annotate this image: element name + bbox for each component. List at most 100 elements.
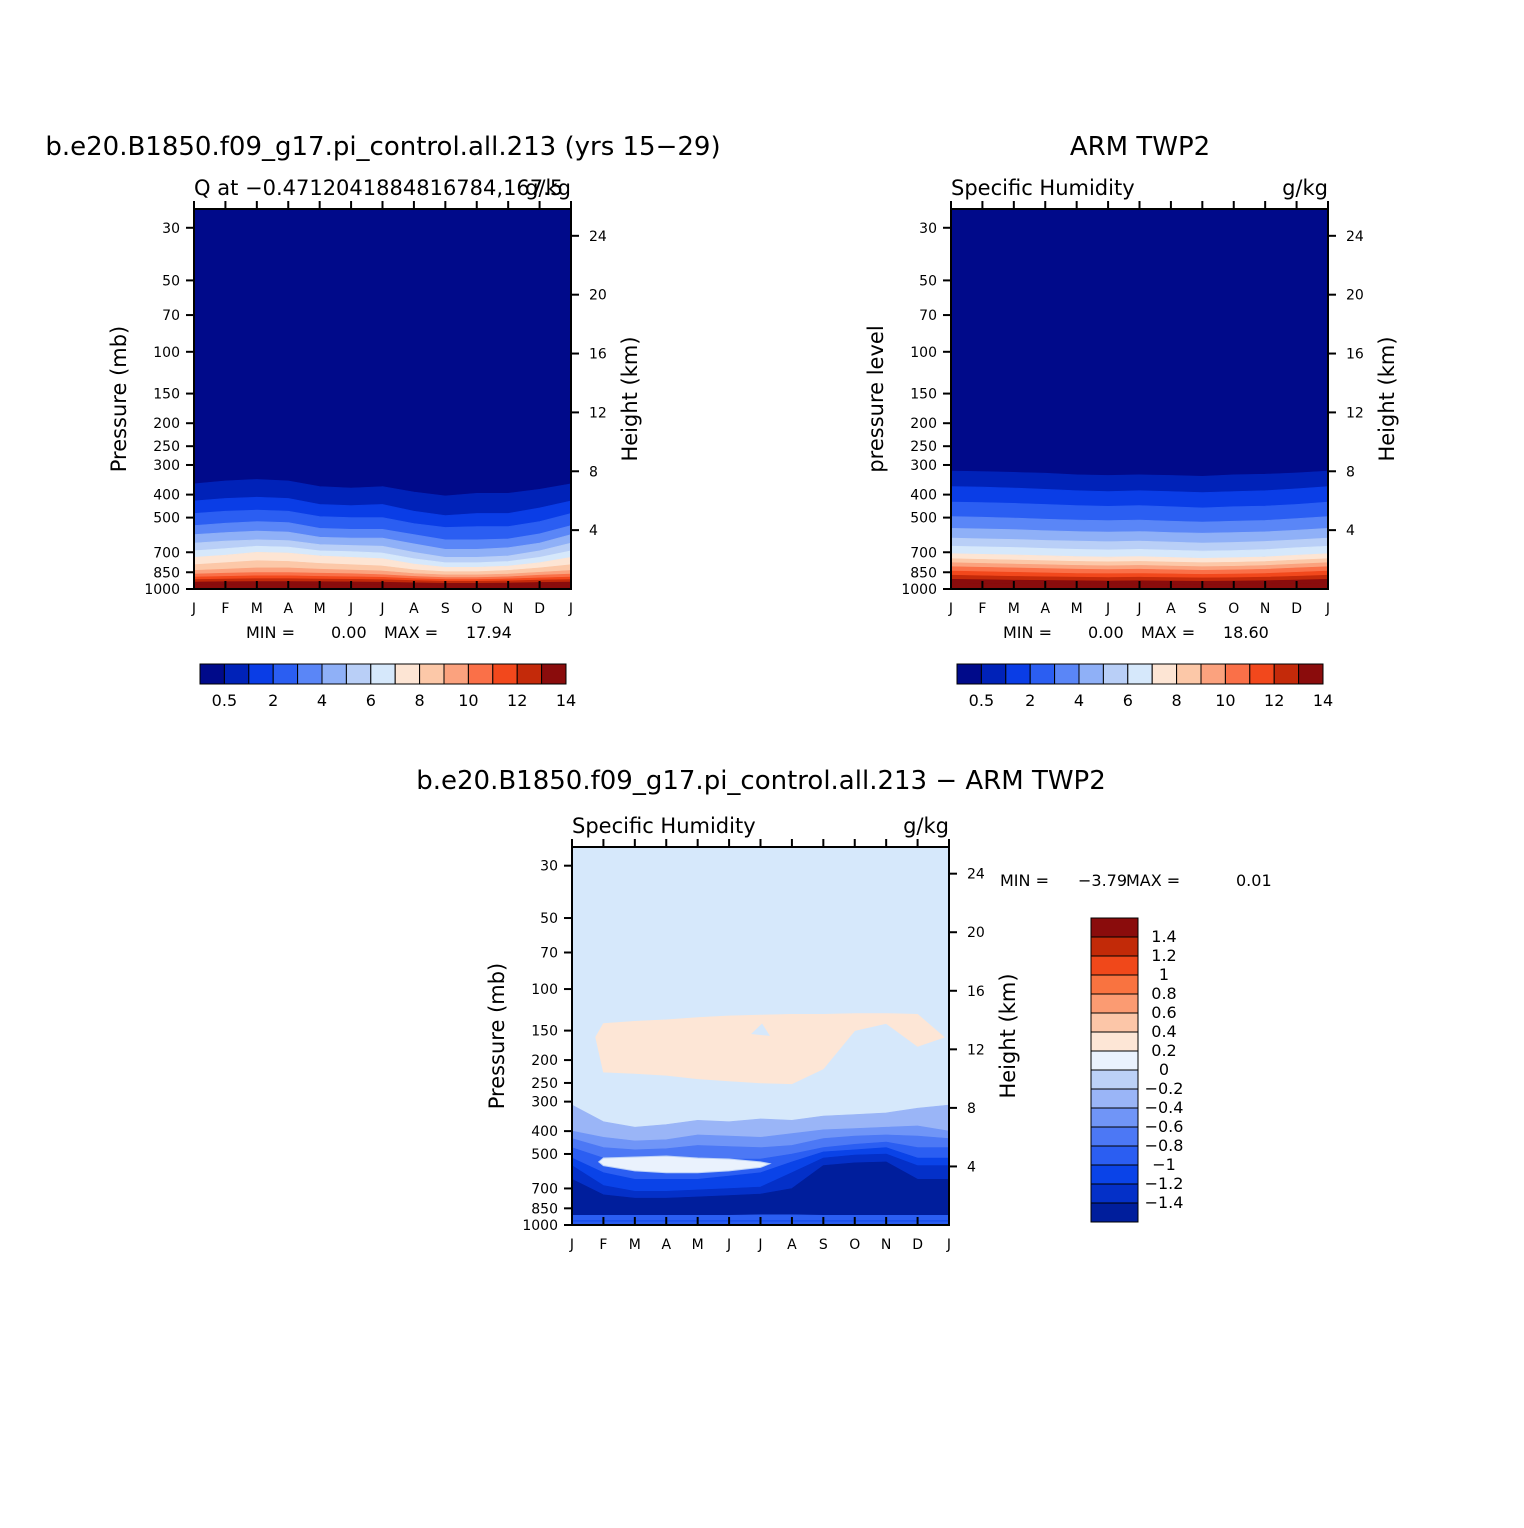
x-tick-label: F [599, 1237, 607, 1253]
colorbar-box [1127, 663, 1153, 685]
x-tick-label: M [629, 1237, 641, 1253]
colorbar-label: −1.2 [1145, 1174, 1184, 1193]
chart-title: ARM TWP2 [1070, 132, 1210, 162]
colorbar-box [1090, 955, 1139, 976]
height-tick-label: 24 [967, 867, 985, 883]
colorbar-label: −0.6 [1145, 1117, 1184, 1136]
y-axis-label-right: Height (km) [618, 336, 642, 461]
height-tick-label: 16 [589, 347, 607, 363]
colorbar-label: 4 [1074, 691, 1084, 710]
contour-band-positive [595, 1013, 945, 1085]
x-tick-label: J [757, 1237, 762, 1253]
y-tick-label: 850 [531, 1201, 558, 1217]
height-tick-label: 8 [589, 464, 598, 480]
y-tick-label: 100 [153, 345, 180, 361]
colorbar-box [1273, 663, 1300, 685]
y-tick-label: 30 [919, 221, 937, 237]
x-tick-label: J [726, 1237, 731, 1253]
y-tick-label: 500 [531, 1147, 558, 1163]
y-axis-label: Pressure (mb) [107, 326, 131, 473]
y-tick-label: 300 [153, 458, 180, 474]
colorbar-label: 1 [1159, 965, 1169, 984]
y-tick-label: 150 [531, 1024, 558, 1040]
x-tick-label: F [978, 601, 986, 617]
colorbar-box [1224, 663, 1251, 685]
colorbar-box [1102, 663, 1129, 685]
colorbar-box [1200, 663, 1226, 685]
y-axis-label-right: Height (km) [1375, 336, 1399, 461]
colorbar-label: 14 [1313, 691, 1333, 710]
x-tick-label: J [348, 601, 353, 617]
x-tick-label: S [1198, 601, 1207, 617]
y-tick-label: 850 [910, 565, 937, 581]
colorbar-box [1090, 1183, 1139, 1204]
y-tick-label: 500 [153, 511, 180, 527]
x-tick-label: N [881, 1237, 891, 1253]
x-tick-label: M [1008, 601, 1020, 617]
colorbar-box [1090, 1202, 1139, 1223]
chart-subtitle-right: g/kg [903, 814, 949, 838]
colorbar-box [1090, 936, 1139, 957]
height-tick-label: 12 [1346, 405, 1364, 421]
x-tick-label: J [1325, 601, 1330, 617]
y-tick-label: 400 [153, 488, 180, 504]
colorbar-box [394, 663, 421, 685]
colorbar-box [1090, 1145, 1139, 1166]
x-tick-label: A [1166, 601, 1176, 617]
y-tick-label: 850 [153, 565, 180, 581]
stats-max-label: MAX = [1141, 623, 1195, 642]
y-tick-label: 1000 [144, 582, 180, 598]
stats-max-label: MAX = [1126, 871, 1180, 890]
colorbar-box [1078, 663, 1104, 685]
colorbar-box [321, 663, 347, 685]
stats-min-label: MIN = [1003, 623, 1052, 642]
height-tick-label: 8 [967, 1101, 976, 1117]
colorbar-box [297, 663, 323, 685]
stats-min-label: MIN = [246, 623, 295, 642]
y-tick-label: 200 [910, 416, 937, 432]
colorbar-label: 6 [366, 691, 376, 710]
colorbar-box [272, 663, 299, 685]
x-tick-label: O [1228, 601, 1239, 617]
y-tick-label: 250 [153, 439, 180, 455]
colorbar-label: 0.8 [1151, 984, 1176, 1003]
colorbar-box [1090, 1107, 1139, 1128]
y-tick-label: 100 [531, 982, 558, 998]
colorbar-box [199, 663, 225, 685]
x-tick-label: J [568, 601, 573, 617]
height-tick-label: 20 [967, 925, 985, 941]
colorbar-box [516, 663, 543, 685]
height-tick-label: 8 [1346, 464, 1355, 480]
y-tick-label: 1000 [522, 1218, 558, 1234]
y-tick-label: 400 [910, 488, 937, 504]
y-tick-label: 700 [910, 545, 937, 561]
x-tick-label: N [503, 601, 513, 617]
colorbar-box [419, 663, 445, 685]
height-tick-label: 4 [967, 1159, 976, 1175]
colorbar-label: 0 [1159, 1060, 1169, 1079]
x-tick-label: M [251, 601, 263, 617]
chart-subtitle-left: Q at −0.4712041884816784,167.5 [194, 176, 563, 200]
colorbar-label: 8 [415, 691, 425, 710]
x-tick-label: M [314, 601, 326, 617]
height-tick-label: 4 [589, 523, 598, 539]
stats-max-value: 18.60 [1223, 623, 1269, 642]
x-tick-label: F [221, 601, 229, 617]
colorbar-box [1090, 974, 1139, 995]
y-tick-label: 500 [910, 511, 937, 527]
colorbar-label: 0.5 [212, 691, 237, 710]
height-tick-label: 16 [1346, 347, 1364, 363]
y-tick-label: 150 [910, 387, 937, 403]
colorbar-label: 4 [317, 691, 327, 710]
y-tick-label: 200 [531, 1053, 558, 1069]
colorbar-label: −0.4 [1145, 1098, 1184, 1117]
panel-model: J F M A M J J A S O N D J 30 50 70 100 150 200 250 300 400 500… [45, 132, 720, 710]
colorbar-box [1090, 1050, 1139, 1071]
x-tick-label: S [819, 1237, 828, 1253]
x-tick-label: D [534, 601, 545, 617]
colorbar-box [345, 663, 372, 685]
x-tick-label: J [946, 1237, 951, 1253]
colorbar-label: 8 [1172, 691, 1182, 710]
stats-max-value: 0.01 [1236, 871, 1272, 890]
